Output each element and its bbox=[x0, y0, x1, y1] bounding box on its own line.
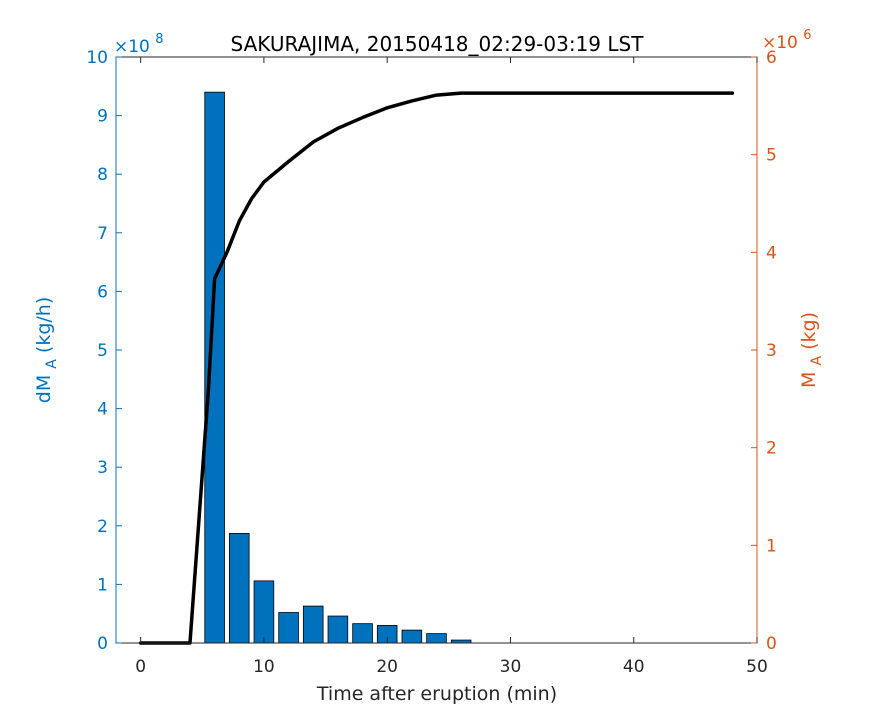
left-axis-exponent: ×10 8 bbox=[114, 32, 164, 57]
right-label-base: M bbox=[798, 372, 820, 388]
bottom-tick-label-2: 20 bbox=[376, 657, 398, 677]
bar-series bbox=[204, 91, 472, 644]
bar-7 bbox=[302, 605, 324, 644]
line-series bbox=[138, 91, 735, 645]
bottom-tick-label-4: 40 bbox=[623, 657, 645, 677]
bar-12 bbox=[426, 633, 447, 644]
right-axis-exponent: ×10 6 bbox=[762, 28, 812, 53]
x-axis-label: Time after eruption (min) bbox=[316, 683, 557, 705]
left-tick-label-4: 4 bbox=[97, 400, 108, 420]
right-tick-label-2: 2 bbox=[766, 439, 777, 459]
right-exponent-base: ×10 bbox=[762, 33, 798, 53]
bottom-tick-label-1: 10 bbox=[253, 657, 275, 677]
bar-8 bbox=[327, 615, 349, 644]
left-axis-ticks: 0 1 2 3 4 5 6 7 8 9 10 bbox=[86, 48, 122, 654]
left-tick-label-5: 5 bbox=[97, 341, 108, 361]
right-tick-label-6: 6 bbox=[766, 48, 777, 68]
right-tick-label-0: 0 bbox=[766, 634, 777, 654]
right-tick-label-5: 5 bbox=[766, 146, 777, 166]
left-label-rest: (kg/h) bbox=[33, 297, 55, 353]
left-label-sub: A bbox=[44, 359, 60, 369]
left-tick-label-1: 1 bbox=[97, 575, 108, 595]
left-tick-label-2: 2 bbox=[97, 517, 108, 537]
left-tick-label-8: 8 bbox=[97, 165, 108, 185]
right-label-sub: A bbox=[809, 356, 825, 366]
left-axis-label: dM A (kg/h) bbox=[33, 297, 61, 403]
bar-6 bbox=[278, 612, 299, 644]
right-axis-ticks: 0 1 2 3 4 5 6 bbox=[751, 48, 777, 654]
left-exponent-base: ×10 bbox=[114, 37, 150, 57]
bottom-axis-ticks: 0 10 20 30 40 50 bbox=[135, 57, 768, 677]
cumulative-mass-line bbox=[138, 91, 735, 645]
bar-11 bbox=[401, 629, 423, 644]
bottom-tick-label-0: 0 bbox=[135, 657, 146, 677]
left-label-base: dM bbox=[33, 375, 55, 403]
left-exponent-power: 8 bbox=[155, 32, 163, 47]
bottom-tick-label-5: 50 bbox=[746, 657, 768, 677]
right-tick-label-3: 3 bbox=[766, 341, 777, 361]
left-tick-label-6: 6 bbox=[97, 282, 108, 302]
left-tick-label-9: 9 bbox=[97, 107, 108, 127]
left-tick-label-7: 7 bbox=[97, 224, 108, 244]
bar-9 bbox=[352, 623, 373, 644]
left-tick-label-0: 0 bbox=[97, 634, 108, 654]
left-tick-label-10: 10 bbox=[86, 48, 108, 68]
bar-5 bbox=[253, 580, 275, 644]
bar-3 bbox=[204, 91, 225, 644]
right-tick-label-4: 4 bbox=[766, 243, 777, 263]
bottom-tick-label-3: 30 bbox=[500, 657, 522, 677]
left-tick-label-3: 3 bbox=[97, 458, 108, 478]
right-axis-label: M A (kg) bbox=[798, 312, 826, 388]
bar-4 bbox=[229, 533, 250, 644]
right-exponent-power: 6 bbox=[803, 28, 811, 43]
right-tick-label-1: 1 bbox=[766, 536, 777, 556]
chart-title: SAKURAJIMA, 20150418_02:29-03:19 LST bbox=[231, 32, 645, 56]
right-label-rest: (kg) bbox=[798, 312, 820, 350]
